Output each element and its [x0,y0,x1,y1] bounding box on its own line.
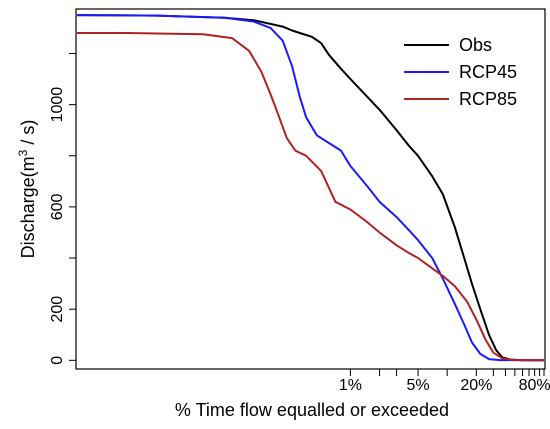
legend: Obs RCP45 RCP85 [404,35,517,109]
series-line-obs [77,14,544,362]
y-axis-label: Discharge(m3 / s) [16,120,38,259]
legend-label-rcp45: RCP45 [459,62,517,82]
legend-label-rcp85: RCP85 [459,89,517,109]
x-tick-label: 20% [460,377,492,394]
y-tick-label: 600 [49,193,66,220]
series-lines [77,14,544,362]
y-axis: 0 200 600 1000 [49,52,76,365]
x-tick-label: 80% [519,377,550,394]
series-line-rcp45 [77,14,544,362]
y-tick-label: 1000 [49,87,66,123]
x-axis-label: % Time flow equalled or exceeded [175,400,449,420]
series-line-rcp85 [77,32,544,362]
plot-frame [75,8,546,370]
legend-label-obs: Obs [459,35,492,55]
x-tick-label: 1% [339,377,362,394]
y-tick-label: 0 [49,356,66,365]
y-tick-label: 200 [49,296,66,323]
x-axis: 1% 5% 20% 80% [339,369,550,394]
x-tick-label: 5% [406,377,429,394]
